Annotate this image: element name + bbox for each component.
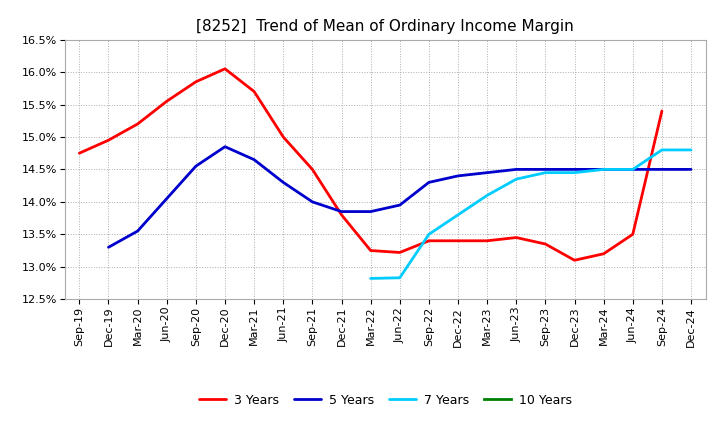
- Title: [8252]  Trend of Mean of Ordinary Income Margin: [8252] Trend of Mean of Ordinary Income …: [197, 19, 574, 34]
- Legend: 3 Years, 5 Years, 7 Years, 10 Years: 3 Years, 5 Years, 7 Years, 10 Years: [194, 389, 577, 411]
